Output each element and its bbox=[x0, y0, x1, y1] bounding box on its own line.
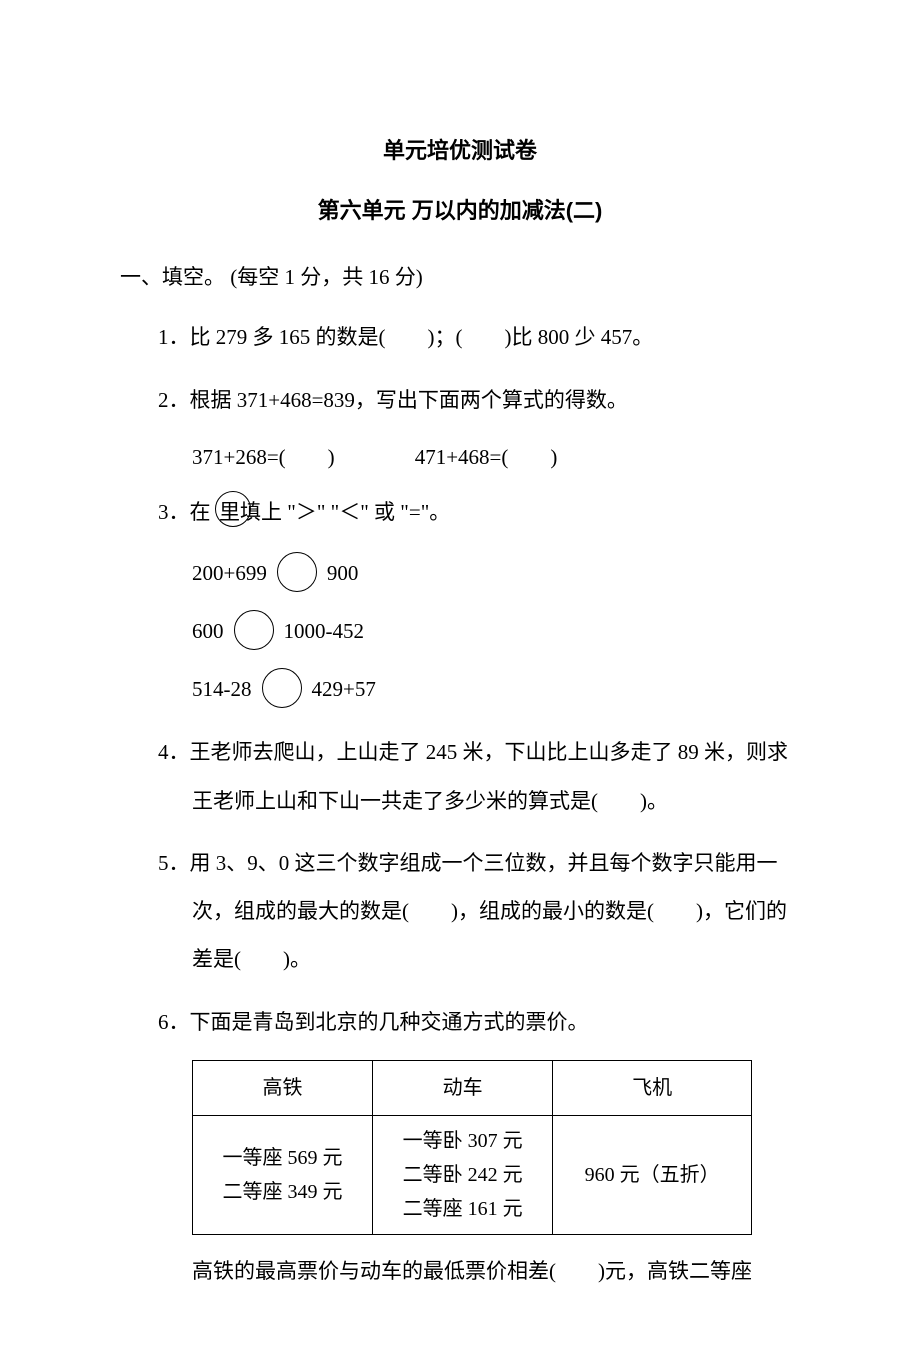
section-1-heading: 一、填空。 (每空 1 分，共 16 分) bbox=[120, 258, 800, 298]
td-gaotie: 一等座 569 元 二等座 349 元 bbox=[193, 1116, 373, 1235]
question-2-equations: 371+268=( ) 471+468=( ) bbox=[120, 438, 800, 478]
table-header-row: 高铁 动车 飞机 bbox=[193, 1061, 752, 1116]
question-1: 1．比 279 多 165 的数是( )；( )比 800 少 457。 bbox=[120, 313, 800, 361]
q2-eq2: 471+468=( ) bbox=[415, 438, 558, 478]
th-gaotie: 高铁 bbox=[193, 1061, 373, 1116]
q3-r1-right: 900 bbox=[327, 554, 359, 594]
circle-blank-icon bbox=[234, 610, 274, 650]
td-dongche: 一等卧 307 元 二等卧 242 元 二等座 161 元 bbox=[373, 1116, 553, 1235]
question-3: 3．在 里填上 "＞" "＜" 或 "="。 bbox=[120, 488, 800, 536]
circle-blank-icon bbox=[277, 552, 317, 592]
gaotie-line2: 二等座 349 元 bbox=[205, 1175, 360, 1209]
q3-r3-right: 429+57 bbox=[312, 670, 376, 710]
dongche-line1: 一等卧 307 元 bbox=[385, 1124, 540, 1158]
q3-row-2: 600 1000-452 bbox=[120, 612, 800, 652]
q3-r3-left: 514-28 bbox=[192, 670, 252, 710]
q3-r2-right: 1000-452 bbox=[284, 612, 365, 652]
td-feiji: 960 元（五折） bbox=[553, 1116, 752, 1235]
dongche-line3: 二等座 161 元 bbox=[385, 1192, 540, 1226]
q3-row-1: 200+699 900 bbox=[120, 554, 800, 594]
q3-r2-left: 600 bbox=[192, 612, 224, 652]
q2-eq1: 371+268=( ) bbox=[192, 438, 335, 478]
q3-r1-left: 200+699 bbox=[192, 554, 267, 594]
circle-blank-icon bbox=[262, 668, 302, 708]
circle-blank-icon bbox=[215, 491, 251, 527]
question-6-lead: 6．下面是青岛到北京的几种交通方式的票价。 bbox=[120, 998, 800, 1046]
q3-lead-b: 里填上 "＞" "＜" 或 "="。 bbox=[253, 488, 450, 536]
dongche-line2: 二等卧 242 元 bbox=[385, 1158, 540, 1192]
worksheet-page: 单元培优测试卷 第六单元 万以内的加减法(二) 一、填空。 (每空 1 分，共 … bbox=[0, 0, 920, 1369]
question-2: 2．根据 371+468=839，写出下面两个算式的得数。 bbox=[120, 376, 800, 424]
q3-lead-a: 3．在 bbox=[192, 488, 213, 536]
main-title: 单元培优测试卷 bbox=[120, 130, 800, 172]
gaotie-line1: 一等座 569 元 bbox=[205, 1141, 360, 1175]
q3-row-3: 514-28 429+57 bbox=[120, 670, 800, 710]
question-5: 5．用 3、9、0 这三个数字组成一个三位数，并且每个数字只能用一次，组成的最大… bbox=[120, 839, 800, 984]
th-feiji: 飞机 bbox=[553, 1061, 752, 1116]
table-data-row: 一等座 569 元 二等座 349 元 一等卧 307 元 二等卧 242 元 … bbox=[193, 1116, 752, 1235]
question-6-tail: 高铁的最高票价与动车的最低票价相差( )元，高铁二等座 bbox=[120, 1247, 800, 1295]
sub-title: 第六单元 万以内的加减法(二) bbox=[120, 190, 800, 232]
th-dongche: 动车 bbox=[373, 1061, 553, 1116]
price-table: 高铁 动车 飞机 一等座 569 元 二等座 349 元 一等卧 307 元 二… bbox=[192, 1060, 752, 1235]
question-4: 4．王老师去爬山，上山走了 245 米，下山比上山多走了 89 米，则求王老师上… bbox=[120, 728, 800, 825]
